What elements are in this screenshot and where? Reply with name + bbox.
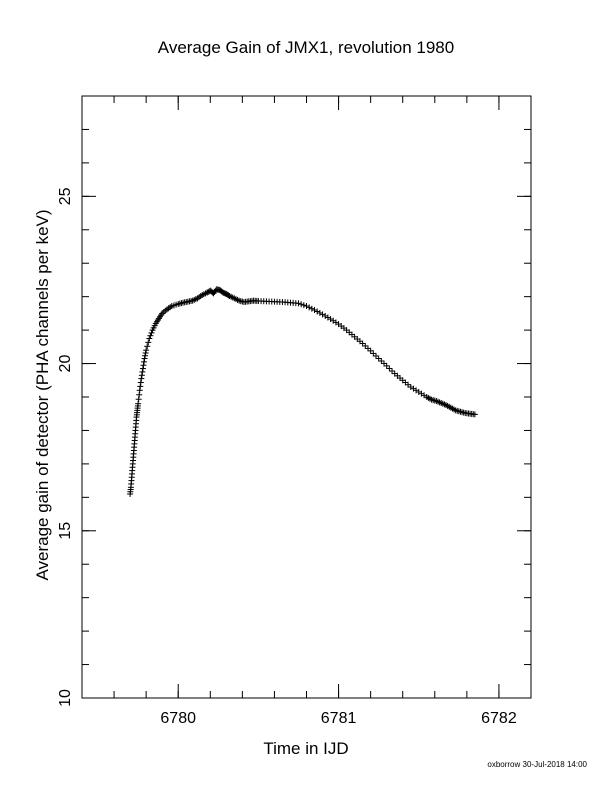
data-point — [324, 314, 331, 321]
x-axis-label: Time in IJD — [263, 739, 348, 758]
data-point — [136, 387, 143, 394]
data-point — [135, 396, 142, 403]
data-point — [139, 368, 146, 375]
data-point — [136, 391, 143, 398]
data-point — [316, 309, 323, 316]
data-point — [147, 332, 154, 339]
data-point — [372, 352, 379, 359]
data-point — [138, 372, 145, 379]
data-point — [303, 303, 310, 310]
data-point — [142, 352, 149, 359]
y-tick-label: 10 — [57, 689, 74, 707]
data-point — [370, 350, 377, 357]
tick-labels: 6780 6781 6782 10 15 20 25 — [57, 187, 517, 727]
data-point — [148, 329, 155, 336]
data-point — [308, 305, 315, 312]
data-point — [295, 300, 302, 307]
data-point — [311, 307, 318, 314]
data-point — [319, 311, 326, 318]
data-point — [143, 347, 150, 354]
data-point — [141, 355, 148, 362]
x-tick-label: 6780 — [160, 710, 196, 727]
minor-ticks — [82, 96, 531, 698]
data-point — [471, 411, 478, 418]
data-point — [135, 400, 142, 407]
y-tick-label: 25 — [57, 187, 74, 205]
plot-frame — [81, 95, 532, 699]
chart-title: Average Gain of JMX1, revolution 1980 — [158, 38, 454, 57]
data-point — [389, 368, 396, 375]
y-tick-label: 20 — [57, 355, 74, 373]
data-point — [314, 308, 321, 315]
data-point — [306, 304, 313, 311]
major-ticks — [82, 96, 531, 699]
data-point — [322, 312, 329, 319]
data-points — [127, 286, 478, 497]
y-axis-label: Average gain of detector (PHA channels p… — [33, 209, 52, 580]
x-tick-label: 6782 — [481, 710, 517, 727]
x-tick-label: 6781 — [321, 710, 357, 727]
y-tick-label: 15 — [57, 522, 74, 540]
data-point — [137, 379, 144, 386]
data-point — [142, 349, 149, 356]
data-point — [146, 335, 153, 342]
data-point — [137, 383, 144, 390]
data-point — [144, 343, 151, 350]
data-point — [386, 365, 393, 372]
data-point — [140, 362, 147, 369]
data-point — [383, 362, 390, 369]
data-point — [300, 302, 307, 309]
data-point — [139, 365, 146, 372]
data-point — [367, 347, 374, 354]
data-point — [298, 301, 305, 308]
data-point — [141, 358, 148, 365]
data-point — [225, 292, 232, 299]
data-point — [138, 375, 145, 382]
footer-timestamp: oxborrow 30-Jul-2018 14:00 — [487, 760, 587, 769]
data-point — [145, 339, 152, 346]
